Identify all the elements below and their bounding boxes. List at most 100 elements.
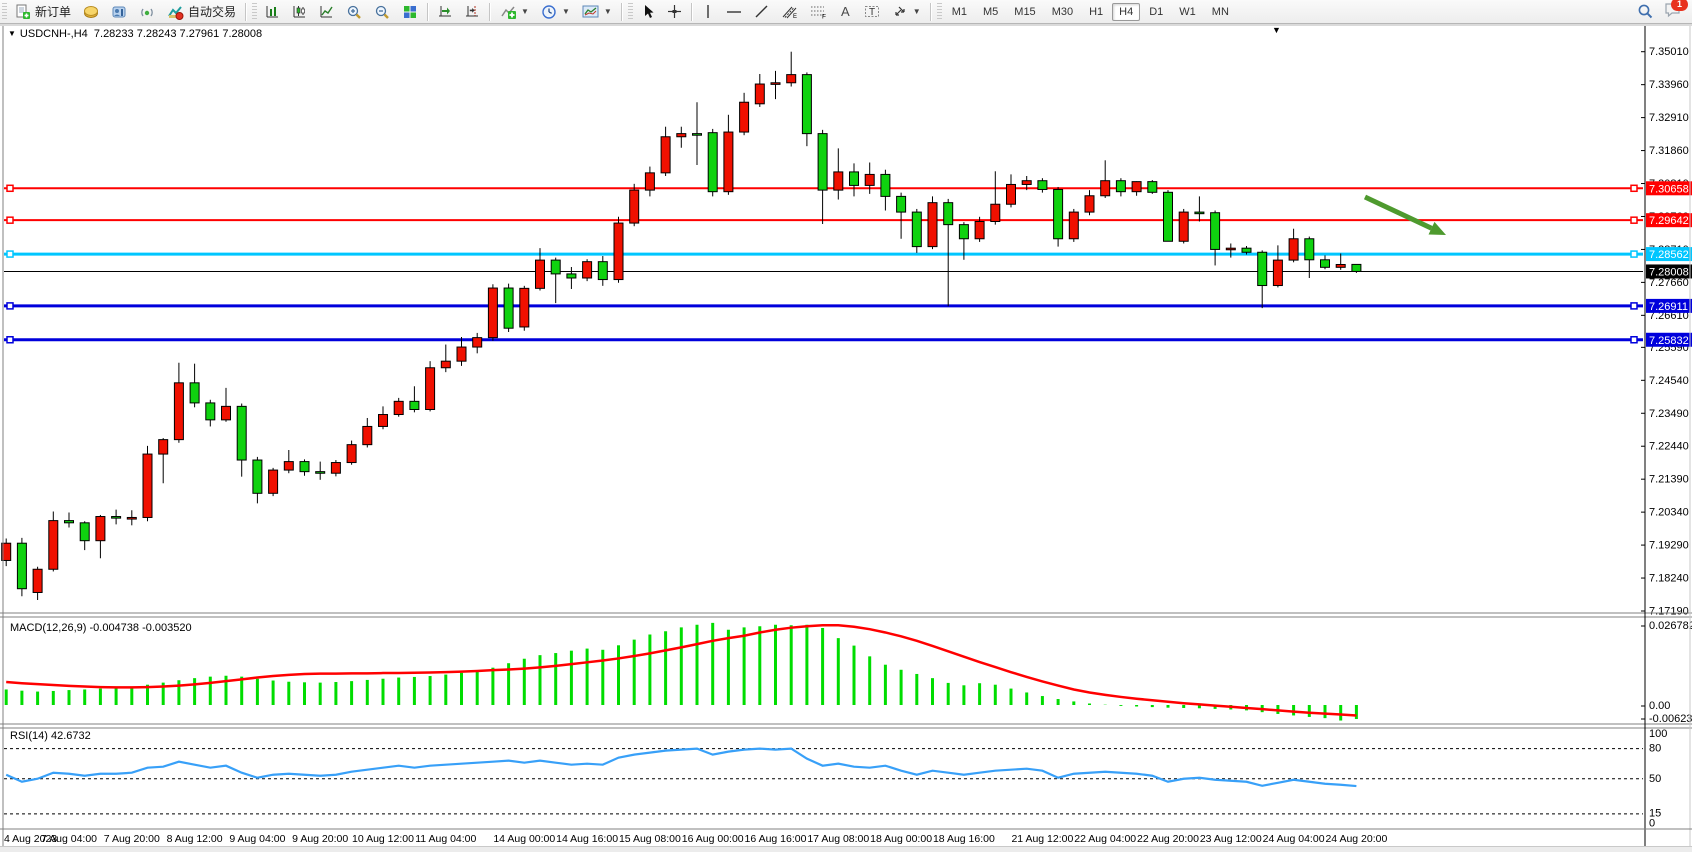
text-label-icon: T	[864, 6, 879, 18]
tile-windows-button[interactable]	[397, 0, 423, 23]
corner-dropdown-icon[interactable]: ▼	[1272, 25, 1281, 35]
new-order-button[interactable]: 新订单	[10, 0, 76, 23]
line-chart-button[interactable]	[314, 0, 339, 23]
svg-text:7 Aug 04:00: 7 Aug 04:00	[41, 833, 97, 845]
cursor-icon	[644, 5, 654, 18]
svg-text:4 Aug 2023: 4 Aug 2023	[4, 833, 57, 845]
svg-text:22 Aug 04:00: 22 Aug 04:00	[1074, 833, 1136, 845]
svg-text:11 Aug 04:00: 11 Aug 04:00	[415, 833, 476, 845]
arrows-button[interactable]: ▼	[887, 0, 926, 23]
toolbar-grip[interactable]	[2, 2, 7, 21]
svg-text:14 Aug 16:00: 14 Aug 16:00	[556, 833, 618, 845]
horizontal-line-button[interactable]	[721, 0, 747, 23]
templates-button[interactable]: ▼	[577, 0, 617, 23]
zoom-in-button[interactable]	[341, 0, 367, 23]
timeframe-M30[interactable]: M30	[1051, 5, 1074, 18]
chart-shift-icon	[466, 6, 479, 17]
channel-button[interactable]: E	[776, 0, 803, 23]
svg-text:21 Aug 12:00: 21 Aug 12:00	[1011, 833, 1073, 845]
signal-icon	[141, 8, 153, 16]
svg-text:7.28562: 7.28562	[1649, 249, 1689, 261]
timeframe-MN[interactable]: MN	[1211, 5, 1229, 18]
svg-text:7.29642: 7.29642	[1649, 215, 1689, 227]
cursor-button[interactable]	[636, 0, 660, 23]
line-chart-icon	[320, 6, 333, 18]
timeframe-H4[interactable]: H4	[1112, 2, 1141, 21]
indicators-button[interactable]: ▼	[495, 0, 534, 23]
arrows-caret-icon: ▼	[912, 7, 921, 16]
auto-scroll-icon	[439, 6, 452, 17]
svg-text:7.31860: 7.31860	[1649, 145, 1689, 157]
zoom-out-icon	[375, 5, 389, 19]
notifications-button[interactable]: 1	[1664, 0, 1688, 21]
bar-chart-button[interactable]	[260, 0, 285, 23]
trendline-icon	[755, 5, 768, 18]
auto-trading-icon	[168, 5, 184, 20]
timeframe-M5[interactable]: M5	[983, 5, 999, 18]
trendline-button[interactable]	[749, 0, 774, 23]
svg-text:8 Aug 12:00: 8 Aug 12:00	[167, 833, 223, 845]
svg-text:15: 15	[1649, 808, 1661, 820]
macd-name: MACD(12,26,9)	[10, 622, 87, 634]
svg-text:7.25832: 7.25832	[1649, 335, 1689, 347]
crosshair-button[interactable]	[662, 0, 687, 23]
rsi-indicator-label: RSI(14) 42.6732	[10, 730, 91, 742]
price-chart[interactable]: 7.350107.339607.329107.318607.308107.297…	[0, 24, 1692, 852]
fibonacci-button[interactable]: F	[805, 0, 832, 23]
svg-text:A: A	[841, 4, 850, 19]
timeframe-W1[interactable]: W1	[1179, 5, 1196, 18]
market-watch-button[interactable]	[106, 0, 132, 23]
periods-button[interactable]: ▼	[536, 0, 575, 23]
chart-shift-button[interactable]	[460, 0, 485, 23]
chart-title: ▼ USDCNH-,H4 7.28233 7.28243 7.27961 7.28…	[8, 28, 262, 40]
macd-main-value: -0.004738	[89, 622, 140, 634]
svg-text:7.21390: 7.21390	[1649, 474, 1689, 486]
chart-menu-triangle-icon[interactable]: ▼	[8, 29, 16, 38]
svg-text:16 Aug 16:00: 16 Aug 16:00	[745, 833, 807, 845]
indicators-caret-icon: ▼	[521, 7, 529, 16]
svg-text:9 Aug 20:00: 9 Aug 20:00	[292, 833, 348, 845]
timeframe-M15[interactable]: M15	[1014, 5, 1036, 18]
text-button[interactable]: A	[834, 0, 857, 23]
svg-text:0.026782: 0.026782	[1649, 620, 1692, 632]
vertical-line-button[interactable]	[697, 0, 719, 23]
svg-text:18 Aug 16:00: 18 Aug 16:00	[933, 833, 995, 845]
svg-text:7.17190: 7.17190	[1649, 605, 1689, 617]
text-icon: A	[841, 4, 850, 19]
svg-text:7.20340: 7.20340	[1649, 507, 1689, 519]
chart-ohlc-values: 7.28233 7.28243 7.27961 7.28008	[93, 28, 263, 40]
crosshair-icon	[667, 5, 681, 18]
text-label-button[interactable]: T	[859, 0, 885, 23]
timeframe-M1[interactable]: M1	[951, 5, 967, 18]
timeframe-H1[interactable]: H1	[1089, 5, 1104, 18]
zoom-out-button[interactable]	[369, 0, 395, 23]
svg-text:7.22440: 7.22440	[1649, 441, 1689, 453]
svg-text:18 Aug 00:00: 18 Aug 00:00	[870, 833, 932, 845]
svg-text:F: F	[822, 14, 826, 20]
svg-text:9 Aug 04:00: 9 Aug 04:00	[229, 833, 285, 845]
rsi-value: 42.6732	[50, 730, 91, 742]
svg-text:7 Aug 20:00: 7 Aug 20:00	[104, 833, 160, 845]
svg-text:-0.006239: -0.006239	[1649, 713, 1692, 725]
svg-text:24 Aug 20:00: 24 Aug 20:00	[1325, 833, 1387, 845]
timeframe-group: M1 M5 M15 M30 H1 H4 D1 W1 MN	[944, 2, 1237, 21]
indicators-icon	[501, 6, 517, 19]
auto-scroll-button[interactable]	[433, 0, 458, 23]
notification-badge: 1	[1671, 0, 1688, 11]
timeframe-D1[interactable]: D1	[1149, 5, 1164, 18]
search-icon[interactable]	[1637, 3, 1654, 20]
templates-caret-icon: ▼	[603, 7, 612, 16]
svg-text:7.30658: 7.30658	[1649, 183, 1689, 195]
macd-signal-value: -0.003520	[142, 622, 192, 634]
auto-trading-label: 自动交易	[188, 5, 237, 19]
svg-text:7.33960: 7.33960	[1649, 79, 1689, 91]
svg-text:17 Aug 08:00: 17 Aug 08:00	[807, 833, 869, 845]
candlestick-chart-button[interactable]	[287, 0, 312, 23]
svg-text:7.35010: 7.35010	[1649, 46, 1689, 58]
signals-button[interactable]	[134, 0, 160, 23]
auto-trading-button[interactable]: 自动交易	[162, 0, 241, 23]
svg-text:50: 50	[1649, 773, 1661, 785]
svg-text:15 Aug 08:00: 15 Aug 08:00	[619, 833, 681, 845]
person-chart-icon	[112, 6, 126, 17]
gold-coin-button[interactable]	[78, 0, 104, 23]
